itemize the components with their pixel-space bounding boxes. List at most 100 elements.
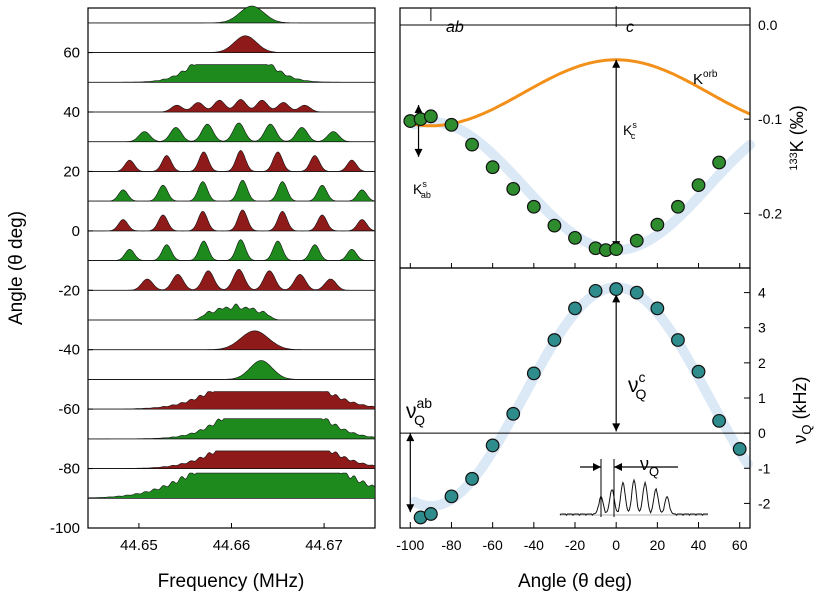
left-y-tick-label: 40	[63, 104, 80, 121]
nu-q-y-tick-label: 4	[758, 285, 766, 301]
nu-q-y-tick-label: 3	[758, 320, 766, 336]
nu-q-y-tick-label: 0	[758, 425, 766, 441]
nu-q-x-tick-label: -100	[396, 537, 424, 553]
nu-q-x-tick-label: 40	[691, 537, 707, 553]
quadrupole-x-ticks: -100 -80 -60 -40 -20 0 20 40 60	[396, 522, 748, 553]
nu-q-data-point	[609, 282, 624, 296]
nu-q-data-point	[650, 301, 665, 316]
quadrupole-y-ticks: 4 3 2 1 0 -1 -2	[744, 285, 771, 511]
inset-arrow-left-head	[593, 463, 601, 471]
left-y-tick-label: 0	[72, 223, 80, 240]
k-data-point	[629, 233, 644, 248]
left-y-tick-label: -20	[58, 282, 80, 299]
spectrum--60	[87, 391, 376, 410]
nu-q-data-point	[423, 507, 438, 521]
k-data-point	[609, 242, 624, 257]
nu-q-data-point	[465, 471, 479, 486]
nu-q-y-tick-label: 2	[758, 355, 766, 371]
k-data-point	[671, 199, 685, 214]
nu-q-inset-annotation: νQ	[640, 454, 659, 479]
spectrum--90	[87, 472, 376, 499]
nu-q-data-point	[588, 283, 603, 298]
left-x-tick-label: 44.67	[305, 537, 343, 554]
nu-q-fit-band	[409, 282, 753, 511]
nu-q-ab-arrow-head-bottom	[406, 504, 415, 513]
left-y-tick-label: 20	[63, 163, 80, 180]
k-ab-annotation: Ks ab	[413, 179, 431, 200]
nu-q-data-point	[629, 285, 644, 300]
knight-shift-content	[400, 6, 755, 258]
k-data-point	[485, 160, 500, 175]
quadrupole-panel: 4 3 2 1 0 -1 -2 -100 -80 -60 -40 -20 0 20 40 60 νab Q ν…	[396, 267, 814, 592]
k-data-point	[526, 199, 541, 214]
nu-q-y-tick-label: -1	[758, 460, 771, 476]
knight-shift-x-ticks	[409, 263, 741, 268]
nu-q-x-tick-label: 60	[732, 537, 748, 553]
knight-shift-panel: 0.0 -0.1 -0.2 ab c Korb Ks c Ks ab 133K (‰)	[399, 6, 807, 269]
nu-q-data-point	[485, 438, 500, 453]
knight-shift-y-ticks: 0.0 -0.1 -0.2	[744, 17, 782, 221]
spectrum--20	[87, 268, 376, 291]
left-plot-frame	[87, 7, 376, 529]
spectrum--40	[87, 330, 376, 351]
nu-q-data-point	[526, 366, 541, 381]
k-data-point	[568, 230, 582, 245]
left-y-tick-label: 60	[63, 45, 80, 62]
k-data-point	[650, 217, 665, 232]
spectrum-0	[87, 209, 376, 232]
left-y-axis-label: Angle (θ deg)	[6, 211, 27, 325]
spectra-stack	[87, 5, 376, 499]
spectrum--80	[87, 450, 376, 469]
k-ab-arrow-head-bottom	[414, 148, 423, 157]
spectrum-50	[87, 64, 376, 83]
k-c-annotation: Ks c	[623, 120, 637, 141]
nu-q-data-point	[568, 301, 582, 316]
left-y-tick-label: -60	[58, 401, 80, 418]
nu-q-data-point	[506, 406, 521, 421]
spectrum-20	[87, 150, 376, 172]
quadrupole-y-axis-label: νQ (kHz)	[790, 376, 814, 443]
inset-spectrum	[559, 478, 708, 517]
spectrum--10	[87, 239, 376, 261]
k-y-tick-label: -0.2	[758, 205, 782, 221]
nu-q-data-point	[691, 364, 706, 379]
c-direction-label: c	[626, 19, 634, 36]
nu-q-x-tick-label: -80	[441, 537, 461, 553]
nu-q-data-point	[444, 489, 459, 504]
left-y-tick-label: -40	[58, 342, 80, 359]
ab-direction-label: ab	[446, 19, 464, 36]
left-x-ticks: 44.65 44.66 44.67	[120, 523, 343, 554]
left-y-tick-label: -80	[58, 461, 80, 478]
nu-q-data-point	[547, 333, 562, 347]
left-x-tick-label: 44.65	[120, 537, 158, 554]
k-ab-arrow-head-top	[414, 105, 423, 114]
spectrum-40	[88, 99, 375, 113]
nu-q-data-point	[671, 333, 685, 347]
spectrum--30	[88, 303, 375, 321]
nu-q-ab-annotation: νab Q	[406, 395, 432, 428]
left-x-axis-label: Frequency (MHz)	[158, 571, 305, 592]
k-data-point	[465, 137, 479, 152]
nu-q-x-tick-label: 0	[612, 537, 620, 553]
spectrum-10	[87, 179, 376, 202]
nu-q-ab-arrow-head-top	[406, 433, 415, 442]
left-x-tick-label: 44.66	[213, 537, 251, 554]
k-data-point	[444, 117, 459, 132]
spectrum--50	[87, 360, 376, 380]
nu-q-x-tick-label: -60	[483, 537, 503, 553]
nu-q-data-point	[732, 442, 747, 456]
nu-q-x-tick-label: -40	[524, 537, 544, 553]
k-orb-curve	[403, 58, 751, 128]
spectrum-60	[87, 35, 376, 53]
k-data-point	[547, 218, 562, 233]
nu-q-x-tick-label: 20	[650, 537, 666, 553]
spectrum-30	[87, 122, 376, 143]
left-y-ticks: -100 -80 -60 -40 -20 0 20 40 60	[50, 45, 93, 537]
k-data-point	[506, 181, 521, 196]
spectrum-70	[87, 5, 376, 24]
nu-q-c-annotation: νc Q	[628, 369, 647, 402]
left-y-tick-label: -100	[50, 520, 80, 537]
knight-shift-y-axis-label: 133K (‰)	[787, 105, 807, 170]
